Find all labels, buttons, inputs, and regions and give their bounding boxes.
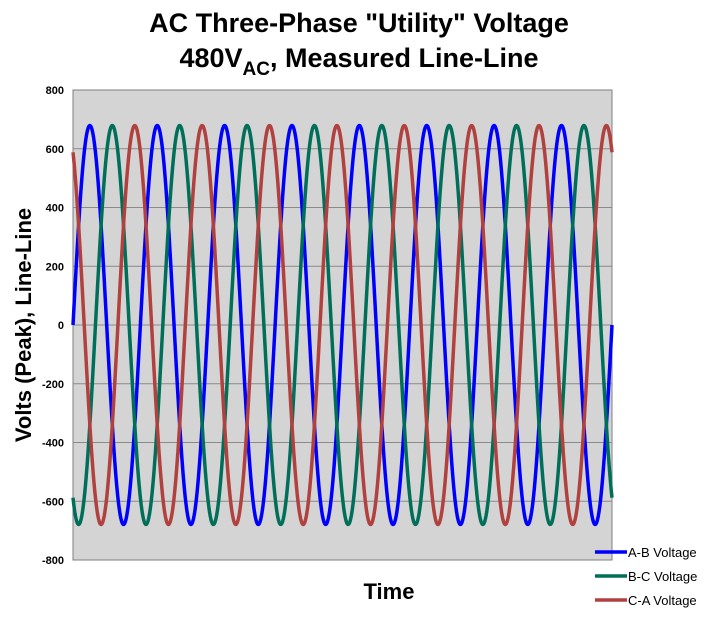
y-tick-label: 200 <box>46 261 64 273</box>
y-tick-label: -200 <box>42 379 64 391</box>
legend-label: B-C Voltage <box>628 569 697 584</box>
y-axis-label: Volts (Peak), Line-Line <box>11 208 36 442</box>
y-tick-label: 800 <box>46 85 64 97</box>
chart-subtitle: 480VAC, Measured Line-Line <box>179 43 538 80</box>
subtitle-main: 480V <box>179 43 242 73</box>
y-tick-label: -600 <box>42 496 64 508</box>
x-axis-label: Time <box>364 579 415 604</box>
series-line-b-c-voltage <box>71 123 614 527</box>
series-lines <box>71 123 614 527</box>
series-line-a-b-voltage <box>71 123 614 527</box>
y-tick-label: 400 <box>46 203 64 215</box>
y-tick-label: -800 <box>42 555 64 567</box>
series-line-c-a-voltage <box>71 123 614 527</box>
chart-title: AC Three-Phase "Utility" Voltage <box>149 8 569 38</box>
legend-label: A-B Voltage <box>628 545 697 560</box>
y-tick-label: -400 <box>42 438 64 450</box>
y-axis-ticks: 800 600 400 200 0 -200 -400 -600 -800 <box>42 85 64 567</box>
legend-label: C-A Voltage <box>628 593 697 608</box>
legend: A-B Voltage B-C Voltage C-A Voltage <box>595 545 697 608</box>
subtitle-rest: , Measured Line-Line <box>270 43 539 73</box>
y-tick-label: 600 <box>46 144 64 156</box>
subtitle-subscript: AC <box>243 59 271 80</box>
y-tick-label: 0 <box>58 320 64 332</box>
